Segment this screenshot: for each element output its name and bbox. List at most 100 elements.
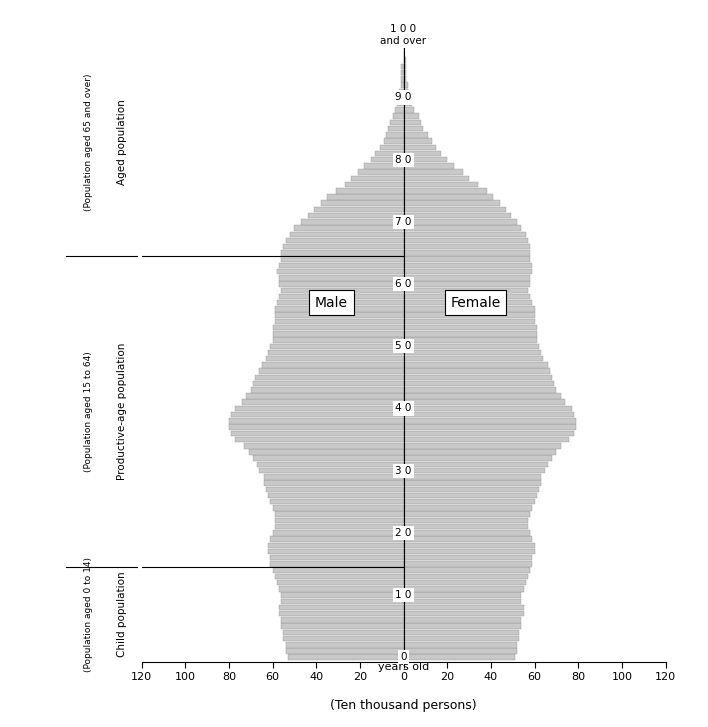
Bar (404, 642, 517, 648)
Bar (404, 630, 519, 635)
Bar (404, 182, 478, 188)
Bar (404, 113, 419, 119)
Bar (404, 574, 528, 579)
Bar (314, 206, 404, 212)
Bar (404, 194, 493, 200)
Bar (270, 537, 404, 542)
Bar (404, 206, 506, 212)
Bar (404, 374, 552, 380)
Bar (285, 642, 404, 648)
Bar (404, 132, 428, 137)
Bar (404, 269, 532, 274)
Bar (301, 219, 404, 225)
Bar (257, 462, 404, 467)
Text: 0: 0 (400, 652, 407, 662)
Bar (279, 586, 404, 592)
Bar (273, 505, 404, 510)
Bar (375, 150, 404, 156)
Bar (404, 468, 545, 473)
Bar (404, 356, 543, 361)
Bar (404, 636, 519, 641)
Bar (404, 126, 423, 132)
Bar (404, 605, 524, 610)
Bar (285, 648, 404, 654)
Bar (270, 344, 404, 349)
Bar (390, 120, 404, 125)
Bar (279, 275, 404, 281)
Bar (251, 387, 404, 393)
Bar (404, 617, 521, 622)
Bar (404, 425, 576, 430)
Bar (327, 194, 404, 200)
Bar (404, 561, 532, 566)
Bar (277, 269, 404, 274)
Bar (404, 406, 571, 411)
Bar (253, 381, 404, 386)
Bar (281, 250, 404, 256)
Text: 7 0: 7 0 (395, 217, 412, 227)
Text: Child population: Child population (118, 571, 127, 657)
Bar (249, 449, 404, 454)
Bar (404, 611, 524, 616)
Bar (399, 89, 404, 94)
Text: Productive-age population: Productive-age population (118, 343, 127, 481)
Bar (404, 418, 576, 424)
Bar (404, 325, 537, 330)
Bar (404, 101, 412, 106)
Bar (275, 313, 404, 318)
Text: (Ten thousand persons): (Ten thousand persons) (330, 699, 477, 712)
Bar (268, 549, 404, 554)
Bar (270, 555, 404, 561)
Bar (404, 593, 521, 598)
Bar (404, 437, 569, 442)
Bar (283, 244, 404, 249)
Bar (273, 331, 404, 337)
Bar (401, 64, 404, 69)
Bar (404, 518, 528, 523)
Bar (277, 300, 404, 305)
Bar (281, 288, 404, 293)
Bar (275, 524, 404, 529)
Bar (404, 281, 530, 287)
Bar (404, 64, 406, 69)
Bar (404, 318, 535, 324)
Bar (270, 499, 404, 505)
Bar (404, 313, 535, 318)
Bar (404, 57, 406, 63)
Bar (404, 493, 537, 498)
Bar (404, 188, 486, 193)
Bar (229, 418, 404, 424)
Bar (273, 325, 404, 330)
Bar (404, 238, 528, 244)
Bar (404, 350, 541, 356)
Bar (283, 636, 404, 641)
Bar (404, 462, 547, 467)
Bar (266, 486, 404, 492)
Bar (255, 374, 404, 380)
Bar (401, 70, 404, 76)
Bar (336, 188, 404, 193)
Text: (Population aged 15 to 64): (Population aged 15 to 64) (84, 351, 93, 472)
Bar (404, 549, 535, 554)
Text: 5 0: 5 0 (395, 341, 412, 351)
Bar (379, 145, 404, 150)
Bar (404, 524, 528, 529)
Bar (404, 262, 532, 268)
Bar (404, 70, 406, 76)
Bar (404, 542, 535, 548)
Bar (231, 412, 404, 417)
Bar (270, 561, 404, 566)
Bar (268, 493, 404, 498)
Bar (404, 430, 573, 436)
Bar (395, 107, 404, 113)
Bar (404, 76, 406, 81)
Bar (404, 331, 537, 337)
Bar (283, 630, 404, 635)
Bar (404, 344, 539, 349)
Bar (307, 213, 404, 218)
Bar (404, 443, 561, 449)
Bar (279, 262, 404, 268)
Bar (259, 369, 404, 374)
Bar (404, 555, 532, 561)
Bar (404, 107, 414, 113)
